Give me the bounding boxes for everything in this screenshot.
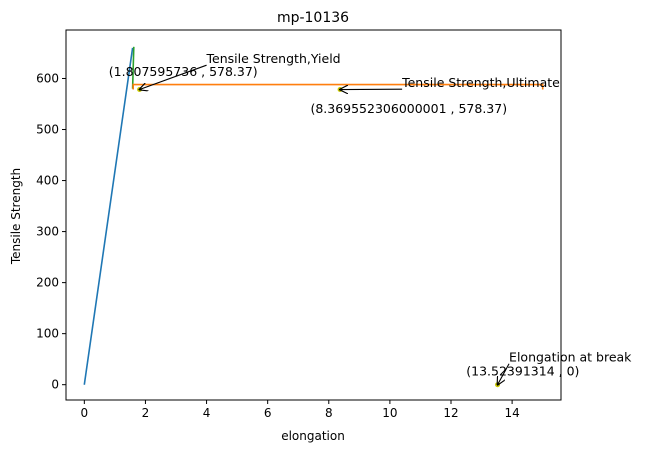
chart-title: mp-10136 <box>277 10 349 26</box>
x-tick-label: 12 <box>443 406 458 420</box>
y-tick-label: 600 <box>36 71 59 85</box>
annotation-coordinate: (8.369552306000001 , 578.37) <box>310 101 507 116</box>
x-tick-label: 0 <box>81 406 89 420</box>
x-tick-label: 6 <box>264 406 272 420</box>
y-tick-label: 400 <box>36 174 59 188</box>
annotation-arrow <box>140 64 207 89</box>
series-line-1 <box>131 46 135 89</box>
x-tick-label: 10 <box>382 406 397 420</box>
x-tick-label: 4 <box>203 406 211 420</box>
x-tick-label: 8 <box>325 406 333 420</box>
plot-area: 0 2 4 6 8 10 12 14 0 100 200 300 400 500 600 Tensile St… <box>36 29 632 420</box>
annotation-label: Tensile Strength,Ultimate <box>401 75 560 90</box>
annotation-coordinate: (1.807595736 , 578.37) <box>109 64 258 79</box>
annotation-coordinate: (13.52391314 , 0) <box>466 364 579 379</box>
annotation-label: Elongation at break <box>509 350 632 365</box>
y-axis-label: Tensile Strength <box>9 168 23 265</box>
y-tick-label: 200 <box>36 276 59 290</box>
x-tick-label: 2 <box>142 406 150 420</box>
y-tick-label: 0 <box>51 378 59 392</box>
series-line-0 <box>83 47 134 385</box>
axes-frame <box>65 29 562 401</box>
annotation-label: Tensile Strength,Yield <box>206 51 341 66</box>
x-tick-label: 14 <box>504 406 519 420</box>
annotation-arrow <box>498 363 510 385</box>
y-tick-label: 100 <box>36 327 59 341</box>
y-tick-label: 500 <box>36 123 59 137</box>
series-line-2 <box>132 83 544 90</box>
x-axis-label: elongation <box>281 429 345 443</box>
y-tick-label: 300 <box>36 225 59 239</box>
